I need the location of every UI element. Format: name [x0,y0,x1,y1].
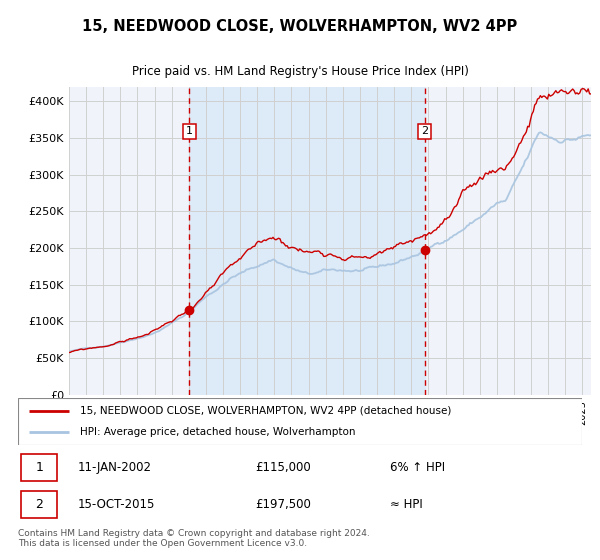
Bar [190,87,425,395]
Text: ≈ HPI: ≈ HPI [390,498,423,511]
Text: 15, NEEDWOOD CLOSE, WOLVERHAMPTON, WV2 4PP (detached house): 15, NEEDWOOD CLOSE, WOLVERHAMPTON, WV2 4… [80,406,451,416]
Text: Price paid vs. HM Land Registry's House Price Index (HPI): Price paid vs. HM Land Registry's House … [131,66,469,78]
Text: 1: 1 [186,127,193,137]
Text: 2: 2 [421,127,428,137]
Text: Contains HM Land Registry data © Crown copyright and database right 2024.
This d: Contains HM Land Registry data © Crown c… [18,529,370,548]
Bar [21,454,58,481]
Text: £115,000: £115,000 [255,461,311,474]
Text: 11-JAN-2002: 11-JAN-2002 [77,461,151,474]
Text: £197,500: £197,500 [255,498,311,511]
Text: 6% ↑ HPI: 6% ↑ HPI [390,461,445,474]
Text: 15-OCT-2015: 15-OCT-2015 [77,498,155,511]
Text: 15, NEEDWOOD CLOSE, WOLVERHAMPTON, WV2 4PP: 15, NEEDWOOD CLOSE, WOLVERHAMPTON, WV2 4… [82,19,518,34]
Bar [21,491,58,519]
Text: 1: 1 [35,461,43,474]
Text: HPI: Average price, detached house, Wolverhampton: HPI: Average price, detached house, Wolv… [80,427,356,437]
Text: 2: 2 [35,498,43,511]
